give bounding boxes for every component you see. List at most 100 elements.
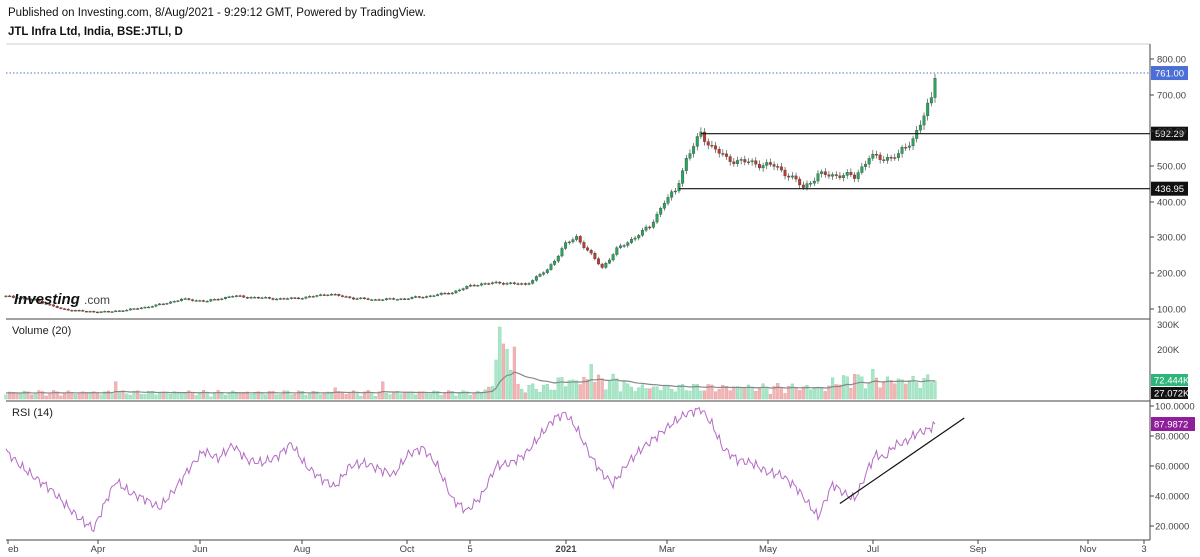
volume-bar: [348, 392, 352, 400]
volume-bar: [684, 390, 688, 400]
candle-body: [282, 298, 286, 300]
logo-suffix: .com: [84, 293, 110, 307]
volume-bar: [4, 394, 8, 400]
volume-bar: [545, 384, 549, 400]
candle-body: [297, 297, 301, 300]
volume-bar: [501, 343, 505, 400]
volume-bar: [454, 395, 458, 400]
candle-body: [92, 311, 96, 313]
volume-bar: [717, 389, 721, 400]
candle-body: [106, 311, 110, 313]
symbol-title: JTL Infra Ltd, India, BSE:JTLI, D: [8, 26, 183, 38]
volume-bar: [150, 391, 154, 400]
candle-body: [534, 276, 538, 281]
volume-bar: [318, 394, 323, 400]
candle-body: [337, 294, 341, 296]
price-panel[interactable]: [4, 72, 1150, 314]
volume-bar: [772, 386, 776, 400]
volume-bar: [381, 381, 385, 400]
volume-bar: [600, 378, 604, 400]
candle-body: [77, 310, 81, 312]
volume-bar: [637, 387, 641, 400]
candle-body: [472, 284, 476, 287]
volume-bar: [11, 392, 15, 400]
candle-body: [194, 300, 198, 302]
volume-bar: [538, 392, 542, 400]
candle-body: [772, 164, 776, 167]
candle-body: [681, 170, 685, 184]
candle-body: [907, 145, 911, 148]
candle-body: [348, 296, 352, 298]
candle-body: [768, 162, 772, 165]
candle-body: [619, 245, 622, 248]
volume-bar: [911, 376, 915, 400]
candle-body: [805, 183, 809, 188]
candle-body: [538, 274, 542, 277]
candle-body: [242, 295, 246, 298]
candle-body: [688, 153, 692, 159]
volume-bar: [871, 369, 875, 400]
volume-bar: [805, 385, 809, 400]
candle-body: [736, 160, 739, 164]
volume-bar: [907, 380, 911, 400]
volume-bar: [95, 392, 99, 400]
candle-body: [373, 299, 377, 301]
volume-bar: [542, 384, 546, 400]
volume-badge-label: 72.444K: [1154, 376, 1190, 387]
volume-bar: [564, 386, 568, 400]
candle-body: [66, 308, 70, 311]
candle-body: [608, 259, 611, 264]
volume-bar: [88, 392, 92, 400]
volume-bar: [798, 390, 802, 400]
volume-bar: [183, 392, 187, 400]
volume-panel[interactable]: [4, 326, 937, 400]
volume-bar: [275, 394, 279, 400]
candle-body: [633, 237, 637, 240]
candle-body: [878, 154, 882, 160]
candle-body: [205, 300, 209, 303]
candle-body: [893, 157, 897, 159]
volume-bar: [209, 396, 213, 400]
volume-bar: [15, 393, 19, 400]
volume-bar: [340, 392, 345, 400]
volume-bar: [377, 391, 381, 400]
volume-bar: [180, 393, 184, 400]
volume-bar: [333, 387, 337, 400]
volume-bar: [688, 390, 692, 400]
volume-bar: [26, 391, 30, 400]
candle-body: [52, 304, 55, 307]
volume-bar: [779, 387, 783, 400]
volume-bar: [710, 384, 714, 400]
candle-body: [315, 295, 319, 297]
candle-body: [139, 307, 143, 310]
volume-bar: [326, 391, 330, 400]
candle-body: [750, 160, 754, 163]
candle-body: [615, 247, 619, 255]
volume-bar: [681, 384, 685, 400]
candle-body: [19, 298, 23, 300]
volume-bar: [787, 386, 791, 400]
volume-bar: [746, 384, 751, 400]
volume-bar: [761, 383, 765, 400]
candle-body: [487, 283, 491, 285]
candle-body: [586, 247, 589, 251]
volume-bar: [860, 376, 864, 400]
candle-body: [922, 115, 926, 126]
candle-body: [918, 124, 922, 131]
logo-brand: Investing: [14, 291, 80, 308]
candle-body: [684, 158, 688, 171]
rsi-panel[interactable]: [5, 406, 965, 533]
volume-bar: [926, 374, 930, 400]
volume-panel-label: Volume (20): [12, 325, 71, 337]
candle-body: [439, 292, 443, 295]
volume-bar: [629, 386, 633, 400]
candle-body: [695, 136, 699, 147]
volume-tick-label: 300K: [1157, 320, 1180, 331]
candle-body: [11, 295, 15, 298]
candle-body: [223, 297, 227, 299]
candle-body: [739, 159, 743, 161]
volume-bar: [809, 389, 813, 400]
volume-bar: [695, 384, 699, 400]
time-tick-label: 2021: [555, 544, 577, 555]
